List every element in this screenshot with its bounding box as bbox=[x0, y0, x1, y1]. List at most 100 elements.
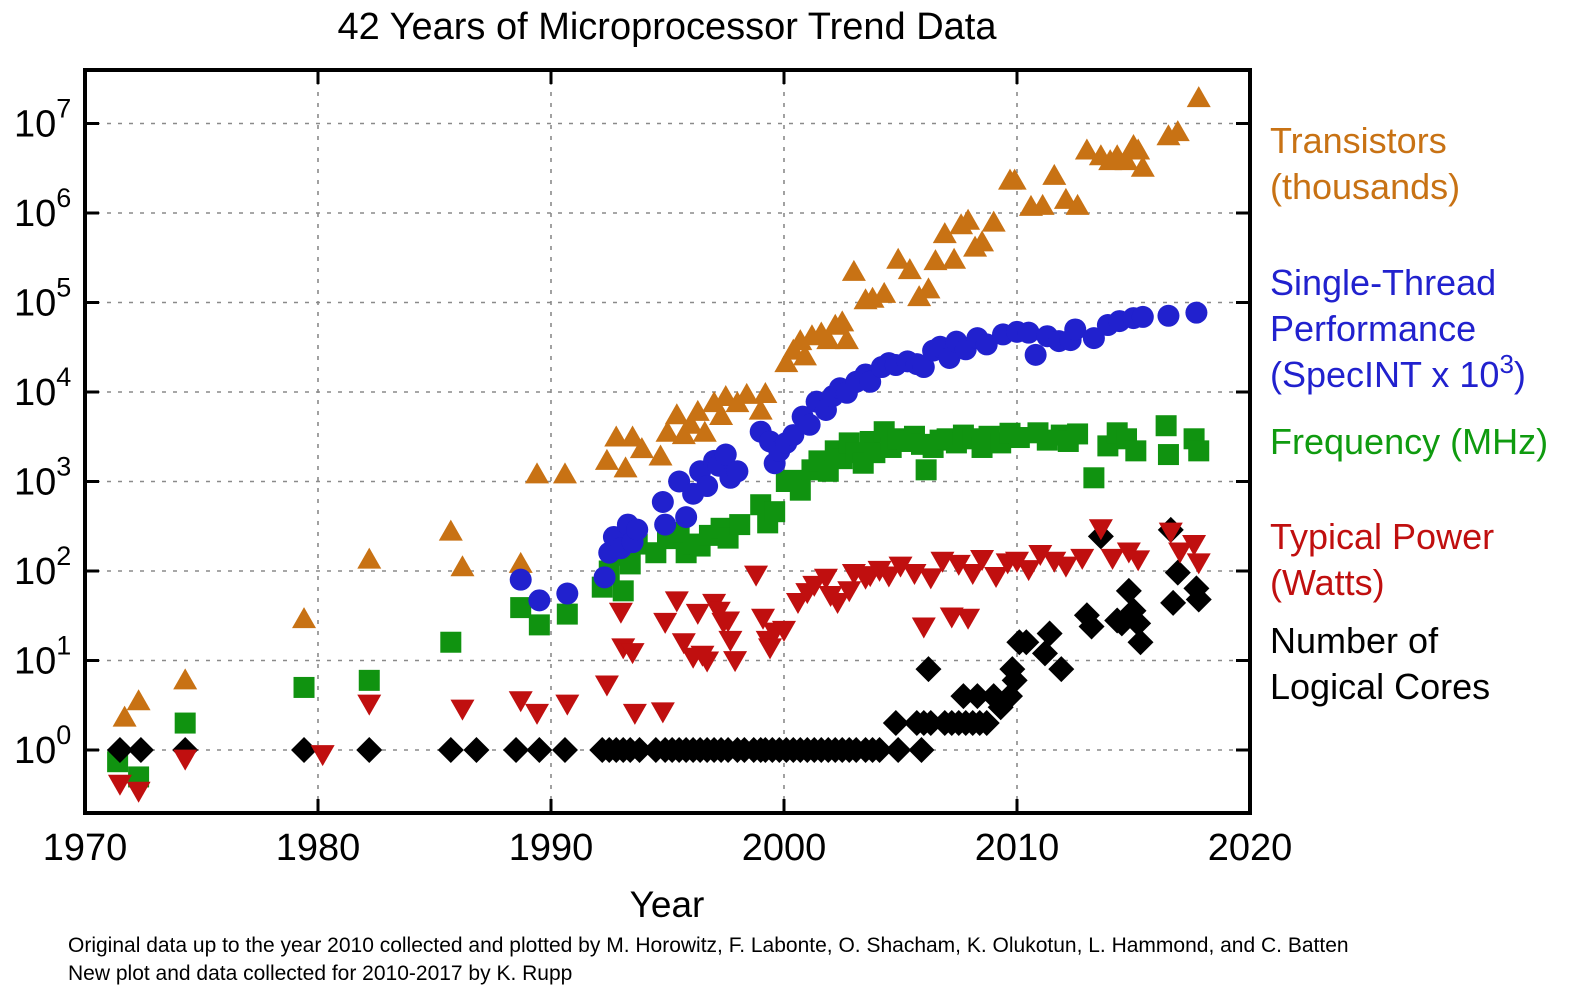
data-point-series-1 bbox=[1067, 423, 1089, 445]
data-point-series-3 bbox=[356, 737, 383, 763]
data-point-series-4 bbox=[1028, 544, 1053, 566]
data-point-series-4 bbox=[555, 694, 580, 716]
data-point-series-3 bbox=[626, 737, 653, 763]
data-point-series-4 bbox=[758, 638, 783, 660]
data-point-series-0 bbox=[916, 277, 941, 299]
data-point-series-4 bbox=[1100, 548, 1125, 570]
data-point-series-4 bbox=[984, 566, 1009, 588]
y-tick-label: 107 bbox=[14, 94, 71, 146]
data-point-series-3 bbox=[1164, 559, 1191, 586]
data-point-series-4 bbox=[608, 602, 633, 624]
data-point-series-2 bbox=[1082, 327, 1105, 350]
data-point-series-3 bbox=[1001, 667, 1028, 694]
data-point-series-3 bbox=[1185, 586, 1212, 613]
data-point-series-0 bbox=[834, 328, 859, 350]
data-point-series-1 bbox=[1188, 440, 1210, 462]
data-point-series-4 bbox=[622, 703, 647, 725]
x-tick-label: 2000 bbox=[742, 827, 827, 869]
data-point-series-0 bbox=[942, 247, 967, 269]
data-point-series-3 bbox=[885, 737, 912, 763]
data-point-series-3 bbox=[1160, 589, 1187, 616]
data-point-series-0 bbox=[525, 462, 550, 484]
data-point-series-4 bbox=[1158, 522, 1183, 544]
legend-frequency-line: Frequency (MHz) bbox=[1270, 421, 1549, 462]
data-point-series-2 bbox=[1064, 318, 1087, 341]
data-point-series-3 bbox=[915, 656, 942, 683]
data-point-series-4 bbox=[1182, 535, 1207, 557]
data-point-series-1 bbox=[1008, 427, 1030, 449]
data-point-series-0 bbox=[897, 258, 922, 280]
data-point-series-3 bbox=[1078, 613, 1105, 640]
data-point-series-1 bbox=[1083, 467, 1105, 489]
x-tick-label: 1980 bbox=[276, 827, 361, 869]
data-point-series-0 bbox=[956, 208, 981, 230]
data-point-series-1 bbox=[864, 442, 886, 464]
credit-line-1: Original data up to the year 2010 collec… bbox=[68, 934, 1349, 957]
data-point-series-4 bbox=[911, 617, 936, 639]
data-point-series-3 bbox=[964, 683, 991, 710]
data-point-series-0 bbox=[126, 689, 151, 711]
data-point-series-0 bbox=[508, 551, 533, 573]
data-point-series-1 bbox=[510, 597, 532, 619]
data-point-series-3 bbox=[1048, 656, 1075, 683]
data-point-series-0 bbox=[886, 247, 911, 269]
data-point-series-1 bbox=[619, 553, 641, 575]
data-point-series-0 bbox=[678, 412, 703, 434]
data-point-series-4 bbox=[867, 560, 892, 582]
data-point-series-3 bbox=[866, 737, 893, 763]
data-point-series-0 bbox=[685, 399, 710, 421]
legend-transistors-line: Transistors bbox=[1270, 120, 1447, 161]
data-point-series-1 bbox=[612, 580, 634, 602]
x-tick-label: 2010 bbox=[975, 827, 1060, 869]
data-point-series-4 bbox=[876, 566, 901, 588]
x-tick-label: 2020 bbox=[1208, 827, 1293, 869]
data-point-series-2 bbox=[1131, 305, 1154, 328]
data-point-series-0 bbox=[594, 448, 619, 470]
data-point-series-0 bbox=[112, 705, 137, 727]
data-point-series-4 bbox=[918, 568, 943, 590]
legend-specint-line: (SpecINT x 103) bbox=[1270, 349, 1526, 395]
data-point-series-0 bbox=[753, 381, 778, 403]
legend-power-line: Typical Power bbox=[1270, 516, 1495, 557]
data-point-series-1 bbox=[174, 712, 196, 734]
data-point-series-4 bbox=[594, 675, 619, 697]
data-point-series-4 bbox=[718, 630, 743, 652]
data-point-series-1 bbox=[915, 459, 937, 481]
data-point-series-4 bbox=[888, 556, 913, 578]
data-point-series-3 bbox=[106, 737, 133, 763]
data-point-series-2 bbox=[696, 475, 719, 498]
data-point-series-4 bbox=[310, 745, 335, 767]
data-point-series-0 bbox=[173, 668, 198, 690]
data-point-series-0 bbox=[1130, 155, 1155, 177]
data-point-series-0 bbox=[664, 403, 689, 425]
data-point-series-3 bbox=[908, 737, 935, 763]
data-point-series-0 bbox=[438, 519, 463, 541]
data-point-series-2 bbox=[593, 566, 616, 589]
plot-border bbox=[83, 68, 1252, 815]
x-axis-title: Year bbox=[629, 884, 705, 925]
data-point-series-0 bbox=[792, 344, 817, 366]
data-point-series-2 bbox=[509, 568, 532, 591]
legend-cores-line: Number of bbox=[1270, 620, 1439, 661]
data-point-series-4 bbox=[802, 575, 827, 597]
legend-specint-line: Performance bbox=[1270, 308, 1477, 349]
data-point-series-0 bbox=[620, 425, 645, 447]
data-point-series-4 bbox=[173, 749, 198, 771]
data-point-series-4 bbox=[1168, 542, 1193, 564]
data-point-series-3 bbox=[526, 737, 553, 763]
data-point-series-3 bbox=[973, 710, 1000, 737]
data-point-series-2 bbox=[626, 518, 649, 541]
data-point-series-0 bbox=[1030, 193, 1055, 215]
data-point-series-2 bbox=[859, 370, 882, 393]
data-point-series-3 bbox=[882, 710, 909, 737]
x-tick-label: 1970 bbox=[43, 827, 128, 869]
data-point-series-2 bbox=[975, 333, 998, 356]
data-point-series-4 bbox=[1016, 560, 1041, 582]
data-point-series-0 bbox=[932, 222, 957, 244]
data-point-series-2 bbox=[1157, 304, 1180, 327]
data-point-series-0 bbox=[629, 437, 654, 459]
data-point-series-4 bbox=[650, 702, 675, 724]
data-point-series-4 bbox=[1088, 519, 1113, 541]
data-point-series-1 bbox=[528, 614, 550, 636]
